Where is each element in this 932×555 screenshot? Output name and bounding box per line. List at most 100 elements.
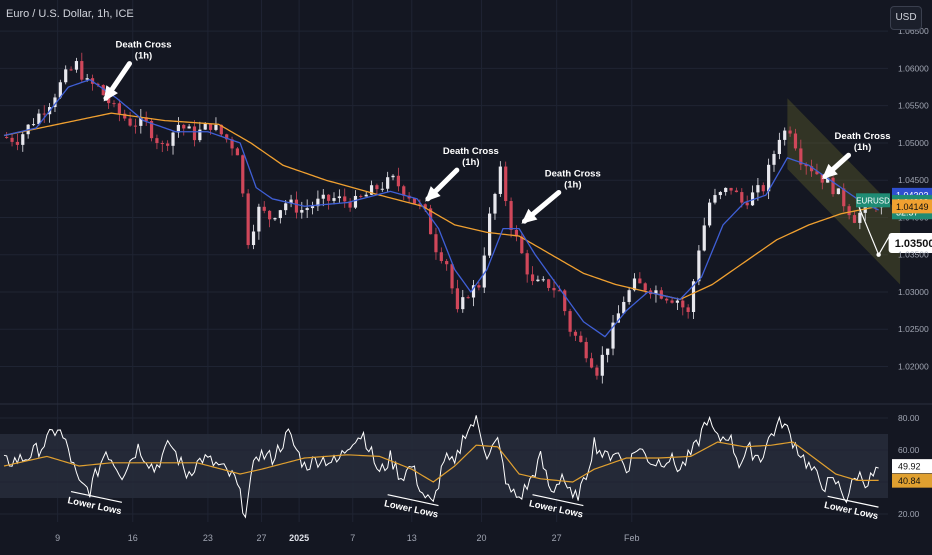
death-cross-label: Death Cross bbox=[116, 40, 172, 51]
rsi-axis-tick: 60.00 bbox=[898, 445, 920, 455]
symbol-tag bbox=[856, 193, 890, 208]
candle-body bbox=[133, 125, 138, 127]
candle-body bbox=[466, 297, 470, 299]
candle-body bbox=[697, 250, 701, 282]
candle-body bbox=[428, 208, 433, 235]
candle-body bbox=[391, 175, 395, 178]
price-axis-tick: 1.06500 bbox=[898, 26, 929, 36]
candle-body bbox=[852, 215, 857, 223]
candle-body bbox=[622, 301, 626, 314]
ma-slow-line bbox=[3, 112, 879, 301]
price-axis-tick: 1.02000 bbox=[898, 361, 929, 371]
candle-body bbox=[724, 187, 728, 193]
candle-body bbox=[681, 300, 685, 308]
candle-body bbox=[278, 210, 282, 219]
time-axis-tick: 20 bbox=[477, 533, 487, 543]
symbol-tag-text: EURUSD bbox=[856, 196, 890, 205]
candle-body bbox=[80, 61, 84, 80]
rsi-ma-line bbox=[3, 441, 879, 483]
target-label: 1.03500 bbox=[895, 238, 932, 250]
price-axis-tick: 1.03000 bbox=[898, 287, 929, 297]
candle-body bbox=[310, 206, 315, 209]
rsi-value-text: 49.92 bbox=[898, 462, 921, 472]
candle-body bbox=[804, 164, 808, 167]
rsi-line bbox=[3, 415, 879, 519]
projection-target-dot bbox=[876, 252, 881, 257]
candle-body bbox=[750, 192, 755, 206]
candle-body bbox=[284, 203, 288, 211]
candle-body bbox=[155, 138, 159, 144]
candle-body bbox=[353, 195, 358, 208]
candle-body bbox=[219, 124, 223, 135]
rsi-axis-tick: 20.00 bbox=[898, 509, 920, 519]
candle-body bbox=[64, 69, 68, 83]
candle-body bbox=[166, 143, 170, 146]
candle-body bbox=[418, 203, 422, 205]
candle-body bbox=[289, 199, 293, 204]
candle-body bbox=[230, 139, 234, 149]
candle-body bbox=[386, 177, 390, 189]
death-cross-arrowhead bbox=[822, 163, 838, 180]
price-axis-tick: 1.03500 bbox=[898, 250, 929, 260]
projection-line bbox=[856, 202, 880, 255]
target-label-box bbox=[888, 233, 932, 254]
currency-button[interactable]: USD bbox=[890, 6, 922, 30]
death-cross-label: Death Cross bbox=[545, 168, 601, 179]
candle-body bbox=[713, 195, 717, 203]
candle-body bbox=[450, 264, 454, 289]
candle-body bbox=[380, 188, 384, 190]
ma-fast-line bbox=[3, 78, 879, 338]
price-tag-text: 1.04149 bbox=[896, 202, 929, 212]
candle-body bbox=[793, 133, 798, 149]
candle-body bbox=[21, 134, 25, 145]
candle-body bbox=[745, 202, 749, 206]
candle-body bbox=[858, 212, 862, 223]
candle-body bbox=[348, 201, 352, 208]
candle-body bbox=[654, 290, 658, 295]
candle-body bbox=[423, 204, 427, 209]
candle-body bbox=[740, 192, 744, 203]
lower-lows-line bbox=[387, 494, 439, 507]
candle-body bbox=[579, 335, 583, 342]
candle-body bbox=[761, 185, 765, 192]
candle-body bbox=[246, 193, 250, 246]
candle-body bbox=[117, 103, 121, 114]
candle-body bbox=[471, 285, 476, 298]
time-axis-tick: 7 bbox=[350, 533, 355, 543]
candle-body bbox=[149, 120, 154, 139]
candle-body bbox=[434, 234, 438, 253]
candle-body bbox=[477, 285, 481, 288]
death-cross-arrowhead bbox=[521, 208, 538, 224]
candle-body bbox=[241, 155, 245, 194]
candle-body bbox=[10, 137, 14, 142]
candle-body bbox=[144, 117, 148, 121]
candle-body bbox=[107, 95, 111, 104]
candle-body bbox=[777, 139, 781, 155]
candle-body bbox=[815, 171, 819, 175]
candle-body bbox=[691, 281, 696, 313]
death-cross-label: (1h) bbox=[854, 142, 871, 153]
candle-body bbox=[74, 61, 79, 70]
candle-body bbox=[488, 213, 492, 256]
candle-body bbox=[493, 193, 497, 214]
candle-body bbox=[584, 341, 588, 359]
time-axis-tick: 2025 bbox=[289, 533, 309, 543]
candle-body bbox=[316, 198, 320, 207]
candle-body bbox=[504, 166, 508, 202]
death-cross-arrowhead bbox=[425, 186, 441, 202]
candle-body bbox=[37, 113, 41, 125]
candle-body bbox=[729, 187, 733, 191]
candle-body bbox=[171, 132, 175, 146]
price-tag bbox=[892, 199, 932, 214]
death-cross-arrowhead bbox=[103, 85, 118, 102]
candle-body bbox=[359, 195, 363, 197]
candle-body bbox=[214, 124, 218, 130]
candle-body bbox=[643, 283, 647, 291]
candle-body bbox=[836, 188, 840, 195]
candle-body bbox=[788, 130, 792, 134]
candle-body bbox=[514, 229, 519, 237]
candle-body bbox=[332, 198, 336, 201]
candle-body bbox=[563, 290, 567, 312]
candle-body bbox=[482, 255, 486, 288]
